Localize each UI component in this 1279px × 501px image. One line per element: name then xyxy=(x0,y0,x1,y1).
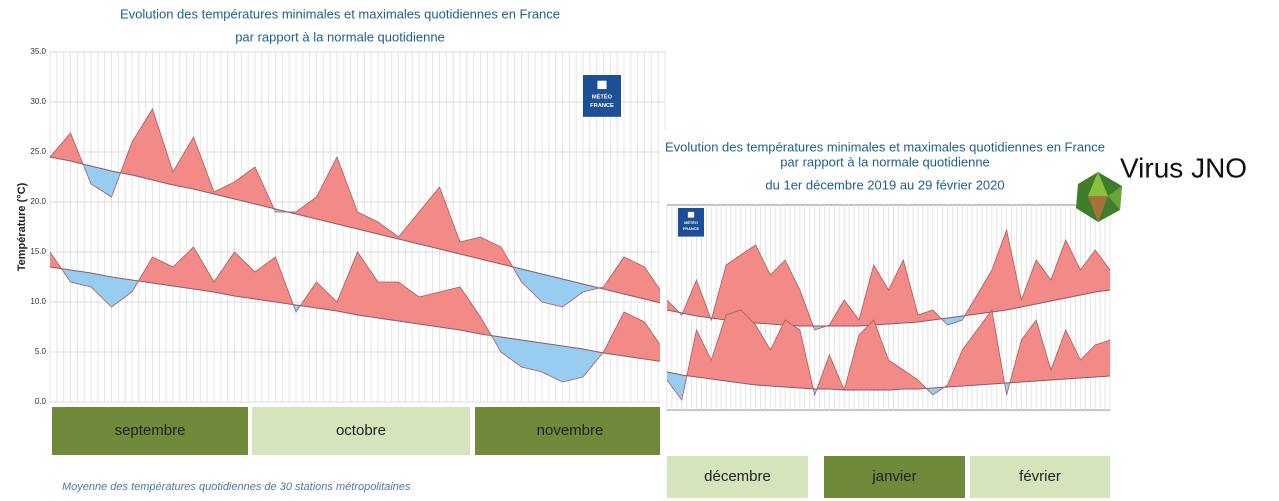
screenshot: 0.0 5.0 10.0 15.0 20.0 25.0 30.0 35.0 Températur… xyxy=(0,0,1279,501)
overlay-label: Virus JNO xyxy=(1120,152,1247,183)
y-tick-label: 20.0 xyxy=(30,197,46,206)
logo-text: FRANCE xyxy=(683,226,700,231)
chart-subtitle: par rapport à la normale quotidienne xyxy=(780,154,990,169)
logo-text: MÉTÉO xyxy=(592,93,613,101)
y-tick-label: 30.0 xyxy=(30,97,46,106)
chart-title: Evolution des températures minimales et … xyxy=(120,6,560,21)
y-tick-label: 25.0 xyxy=(30,147,46,156)
logo-text: FRANCE xyxy=(590,103,614,109)
month-label: novembre xyxy=(537,422,604,439)
chart-subtitle: par rapport à la normale quotidienne xyxy=(235,29,445,44)
logo-text: MÉTÉO xyxy=(684,220,698,225)
month-label: février xyxy=(1019,468,1061,485)
logo-mark xyxy=(688,212,694,218)
chart-1: 0.0 5.0 10.0 15.0 20.0 25.0 30.0 35.0 Températur… xyxy=(16,6,665,492)
footnote: Moyenne des températures quotidiennes de… xyxy=(62,481,411,493)
page: {"chart_data": [ {"type": "area-anomaly"… xyxy=(0,0,1279,501)
month-label: décembre xyxy=(704,468,771,485)
y-tick-label: 10.0 xyxy=(30,297,46,306)
chart-period: du 1er décembre 2019 au 29 février 2020 xyxy=(765,177,1004,192)
y-tick-label: 35.0 xyxy=(30,47,46,56)
y-tick-label: 15.0 xyxy=(30,247,46,256)
y-tick-label: 5.0 xyxy=(35,347,47,356)
chart-title: Evolution des températures minimales et … xyxy=(665,139,1105,154)
y-tick-label: 0.0 xyxy=(35,397,47,406)
month-label: octobre xyxy=(336,422,386,439)
logo-mark xyxy=(597,81,606,89)
y-axis-label: Température (°C) xyxy=(16,182,28,271)
month-label: janvier xyxy=(871,468,916,485)
month-label: septembre xyxy=(115,422,186,439)
